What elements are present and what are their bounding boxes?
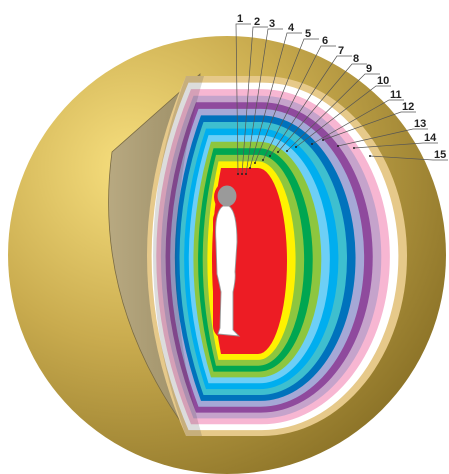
leader-line-5 [254, 38, 319, 164]
leader-lines [235, 23, 448, 175]
leader-line-6 [262, 45, 336, 161]
leader-line-3 [245, 28, 283, 175]
leader-dot-11 [311, 143, 313, 145]
layer-number-6: 6 [322, 35, 328, 47]
leader-line-9 [286, 73, 380, 152]
leader-dot-9 [286, 150, 288, 152]
layer-number-1: 1 [237, 13, 243, 25]
layer-number-10: 10 [377, 75, 389, 87]
leader-dot-7 [269, 155, 271, 157]
layer-number-7: 7 [338, 45, 344, 57]
leader-dot-3 [245, 173, 247, 175]
leader-line-1 [235, 23, 251, 175]
layer-number-2: 2 [254, 16, 260, 28]
leader-dot-10 [295, 146, 297, 148]
leader-dot-8 [277, 151, 279, 153]
leader-dot-2 [241, 173, 243, 175]
layer-number-12: 12 [402, 101, 414, 113]
leader-dot-1 [237, 173, 239, 175]
leader-line-15 [369, 155, 448, 161]
leader-dot-4 [249, 167, 251, 169]
layer-band-edges [153, 76, 204, 436]
leader-dot-5 [254, 162, 256, 164]
leader-dot-15 [369, 155, 371, 157]
layer-number-13: 13 [414, 118, 426, 130]
leader-dot-14 [353, 147, 355, 149]
leader-line-14 [353, 142, 438, 149]
leader-line-11 [311, 99, 404, 145]
leader-line-13 [337, 128, 428, 147]
layer-number-8: 8 [353, 53, 359, 65]
layer-number-14: 14 [424, 132, 437, 144]
leader-line-2 [241, 26, 268, 175]
leader-line-7 [269, 55, 352, 157]
layer-number-4: 4 [288, 22, 295, 34]
leader-line-10 [295, 85, 391, 148]
layer-number-9: 9 [366, 63, 372, 75]
layer-number-3: 3 [269, 18, 275, 30]
layer-number-11: 11 [390, 89, 402, 101]
leader-dot-12 [322, 139, 324, 141]
figure-body [215, 185, 241, 337]
leader-line-12 [322, 111, 416, 141]
leader-dot-13 [337, 145, 339, 147]
leader-dot-6 [262, 159, 264, 161]
leader-line-4 [249, 32, 302, 169]
layer-number-15: 15 [434, 149, 446, 161]
human-figure [213, 181, 244, 339]
layer-number-5: 5 [305, 28, 311, 40]
leader-line-8 [277, 63, 367, 153]
